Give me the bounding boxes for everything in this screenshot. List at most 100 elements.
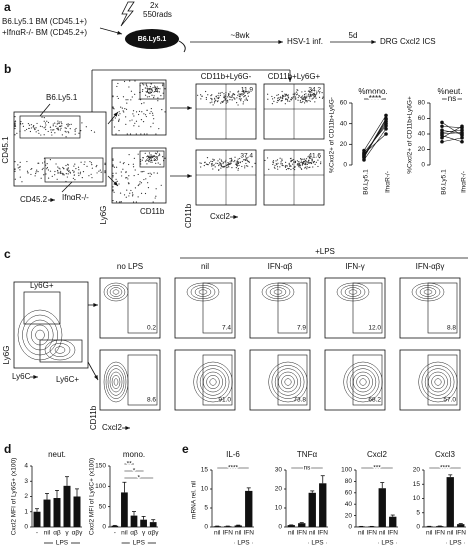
event-dot [118, 129, 120, 132]
event-dot [239, 93, 242, 95]
event-dot [131, 195, 134, 197]
axis-label: Cxcl2 MFI of Ly6G+ (x100) [11, 458, 18, 536]
event-dot [206, 157, 209, 159]
event-dot [39, 125, 42, 127]
event-dot [302, 158, 304, 160]
event-dot [297, 164, 299, 166]
event-dot [222, 101, 224, 103]
arrow-head [50, 198, 55, 202]
column-header: IFN-γ [345, 262, 365, 271]
quadrant-value: 11.9 [241, 87, 254, 94]
event-dot [46, 120, 48, 122]
column-header: IFN-αβ [268, 262, 293, 271]
event-dot [150, 173, 153, 175]
event-dot [213, 159, 215, 161]
gate-value: 0.2 [147, 325, 156, 332]
event-dot [301, 164, 303, 166]
event-dot [164, 157, 166, 159]
event-dot [287, 94, 289, 96]
event-dot [66, 123, 68, 126]
y-tick-label: 0 [343, 162, 347, 169]
group-label: +LPS [315, 247, 335, 256]
event-dot [145, 83, 147, 85]
event-dot [58, 172, 60, 174]
event-dot [45, 128, 47, 131]
contour [423, 289, 433, 295]
y-tick-label: 150 [95, 463, 106, 470]
event-dot [115, 133, 117, 135]
event-dot [237, 104, 239, 106]
event-dot [233, 94, 235, 96]
event-dot [246, 156, 248, 159]
event-dot [303, 93, 306, 96]
event-dot [146, 84, 148, 87]
event-dot [287, 96, 289, 98]
event-dot [237, 160, 239, 162]
event-dot [311, 93, 313, 96]
point [460, 133, 464, 138]
event-dot [129, 133, 132, 135]
bar [425, 526, 433, 527]
event-dot [235, 161, 237, 163]
event-dot [271, 98, 274, 100]
y-tick-label: 2 [24, 493, 28, 500]
event-dot [127, 99, 129, 101]
event-dot [14, 178, 16, 180]
event-dot [80, 161, 82, 163]
event-dot [297, 96, 299, 99]
event-dot [52, 123, 54, 125]
event-dot [37, 162, 39, 164]
event-dot [303, 102, 306, 104]
y-tick-label: 0 [421, 162, 425, 169]
event-dot [154, 91, 156, 93]
event-dot [228, 93, 230, 96]
arrow-head [233, 215, 238, 219]
event-dot [47, 177, 50, 179]
pair-line [363, 133, 387, 154]
event-dot [30, 127, 33, 129]
event-dot [246, 99, 248, 102]
event-dot [155, 188, 157, 190]
event-dot [152, 122, 154, 124]
event-dot [145, 91, 147, 93]
event-dot [115, 178, 117, 180]
event-dot [285, 98, 287, 100]
event-dot [272, 162, 275, 164]
point [362, 155, 366, 160]
event-dot [229, 99, 231, 101]
event-dot [148, 88, 150, 91]
panel-label: c [4, 247, 11, 261]
chart-title: neut. [48, 450, 66, 459]
event-dot [33, 127, 35, 129]
event-dot [219, 158, 221, 160]
contour [103, 361, 129, 403]
event-dot [49, 126, 52, 128]
event-dot [41, 116, 43, 118]
event-dot [148, 160, 150, 163]
event-dot [148, 156, 150, 159]
event-dot [225, 102, 227, 104]
event-dot [139, 181, 141, 183]
event-dot [298, 162, 300, 164]
event-dot [153, 85, 156, 87]
significance: * [138, 475, 141, 482]
event-dot [305, 158, 308, 160]
event-dot [54, 132, 56, 134]
pair-line [441, 129, 463, 133]
event-dot [155, 156, 157, 158]
event-dot [125, 108, 128, 111]
axis-label: Cxcl2 [210, 212, 231, 221]
event-dot [285, 168, 288, 171]
event-dot [150, 161, 152, 163]
event-dot [65, 173, 67, 175]
event-dot [59, 168, 61, 170]
event-dot [221, 166, 224, 168]
contour [415, 285, 441, 299]
group-label: LPS [311, 540, 324, 547]
event-dot [137, 173, 139, 176]
event-dot [221, 160, 223, 163]
event-dot [318, 157, 321, 159]
event-dot [144, 87, 147, 89]
event-dot [141, 90, 144, 92]
event-dot [132, 163, 134, 165]
